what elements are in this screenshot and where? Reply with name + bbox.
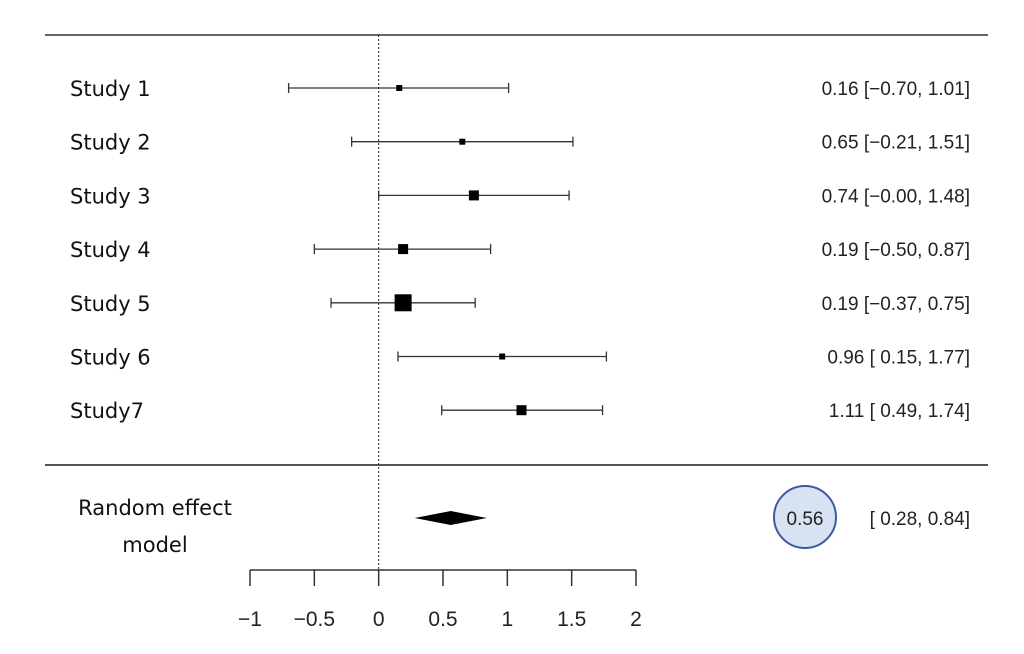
study-row: Study 3 0.74 [−0.00, 1.48]: [70, 184, 970, 208]
study-row: Study 5 0.19 [−0.37, 0.75]: [70, 292, 970, 316]
summary-estimate-text: 0.56: [787, 509, 824, 530]
study-label: Study 6: [70, 346, 151, 370]
summary-label-line1: Random effect: [78, 496, 232, 520]
point-estimate: [499, 353, 506, 360]
tick-label: −0.5: [294, 608, 335, 631]
study-label: Study 3: [70, 184, 151, 208]
x-axis: −1 −0.5 0 0.5 1 1.5 2: [238, 569, 642, 631]
point-estimate: [398, 244, 409, 255]
study-label: Study 2: [70, 131, 151, 155]
highlight-circle: [773, 485, 837, 549]
tick-label: 0.5: [428, 608, 457, 631]
estimate-text: 0.19 [−0.37, 0.75]: [822, 294, 970, 315]
study-row: Study 6 0.96 [ 0.15, 1.77]: [70, 346, 970, 370]
study-row: Study 1 0.16 [−0.70, 1.01]: [70, 77, 970, 101]
study-label: Study 5: [70, 292, 151, 316]
study-row: Study 2 0.65 [−0.21, 1.51]: [70, 131, 970, 155]
study-row: Study 4 0.19 [−0.50, 0.87]: [70, 238, 970, 262]
estimate-text: 1.11 [ 0.49, 1.74]: [829, 401, 970, 422]
study-row: Study7 1.11 [ 0.49, 1.74]: [70, 399, 970, 423]
summary-diamond: [414, 511, 487, 525]
estimate-text: 0.16 [−0.70, 1.01]: [822, 79, 970, 100]
point-estimate: [516, 405, 527, 416]
tick-label: 1.5: [557, 608, 586, 631]
estimate-text: 0.19 [−0.50, 0.87]: [822, 240, 970, 261]
point-estimate: [394, 294, 412, 312]
tick-label: −1: [238, 608, 262, 631]
estimate-text: 0.96 [ 0.15, 1.77]: [827, 348, 970, 369]
study-label: Study7: [70, 399, 144, 423]
study-label: Study 4: [70, 238, 151, 262]
tick-label: 2: [630, 608, 642, 631]
point-estimate: [396, 85, 403, 91]
estimate-text: 0.74 [−0.00, 1.48]: [822, 186, 970, 207]
estimate-text: 0.65 [−0.21, 1.51]: [822, 133, 970, 154]
tick-label: 1: [501, 608, 513, 631]
tick-label: 0: [373, 608, 385, 631]
point-estimate: [459, 138, 466, 145]
summary-ci-text: [ 0.28, 0.84]: [870, 509, 970, 530]
summary-label-line2: model: [122, 533, 187, 557]
point-estimate: [468, 190, 479, 201]
study-label: Study 1: [70, 77, 151, 101]
